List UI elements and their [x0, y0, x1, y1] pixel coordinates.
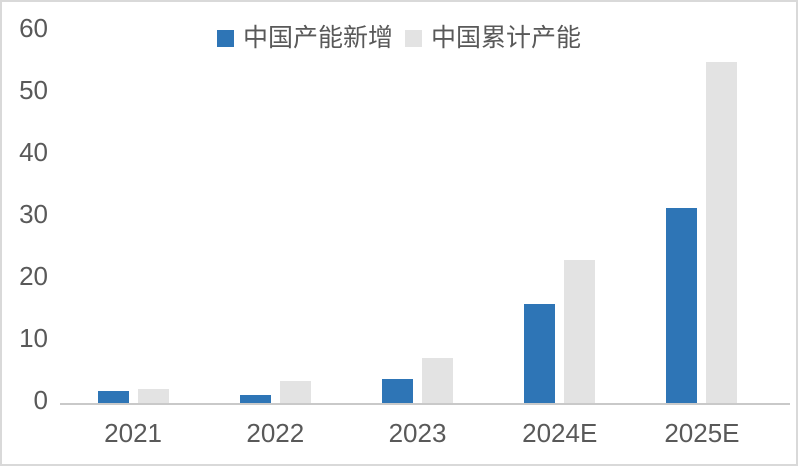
bar-group-2023 [346, 2, 488, 403]
bar-cumulative-2022 [279, 381, 311, 403]
y-tick-label: 40 [19, 137, 48, 167]
legend-item-1: 中国累计产能 [405, 26, 581, 51]
bar-group-2025E [631, 2, 773, 403]
bar-cumulative-2021 [137, 388, 169, 403]
chart-legend: 中国产能新增 中国累计产能 [2, 26, 796, 51]
bar-new-2024E [524, 303, 556, 403]
x-axis-labels: 2021 2022 2023 2024E 2025E [62, 419, 773, 448]
x-tick-label-2023: 2023 [388, 418, 447, 448]
bar-group-2022 [204, 2, 346, 403]
bar-new-2021 [97, 390, 129, 403]
legend-swatch-icon [405, 30, 422, 47]
x-tick-label-2025E: 2025E [664, 418, 740, 448]
legend-label: 中国产能新增 [242, 24, 393, 52]
plot-area [62, 2, 773, 403]
x-tick-label-2022: 2022 [246, 418, 305, 448]
y-tick-label: 30 [19, 199, 48, 229]
x-axis-baseline [60, 403, 790, 405]
bar-new-2023 [382, 379, 413, 403]
legend-label: 中国累计产能 [431, 24, 582, 52]
y-tick-label: 60 [19, 13, 48, 43]
y-tick-label: 50 [19, 75, 48, 105]
bar-group-2021 [62, 2, 204, 403]
bar-group-2024E [489, 2, 631, 403]
bar-new-2025E [666, 207, 698, 403]
x-tick-label-2021: 2021 [104, 418, 163, 448]
y-tick-label: 10 [19, 323, 48, 353]
y-tick-label: 0 [33, 385, 48, 415]
bar-new-2022 [239, 394, 271, 403]
y-tick-label: 20 [19, 261, 48, 291]
legend-item-0: 中国产能新增 [216, 24, 393, 52]
bar-cumulative-2025E [706, 62, 738, 403]
bar-cumulative-2023 [422, 357, 453, 403]
x-tick-label-2024E: 2024E [522, 418, 598, 448]
bar-cumulative-2024E [564, 260, 596, 403]
legend-swatch-icon [216, 30, 234, 47]
